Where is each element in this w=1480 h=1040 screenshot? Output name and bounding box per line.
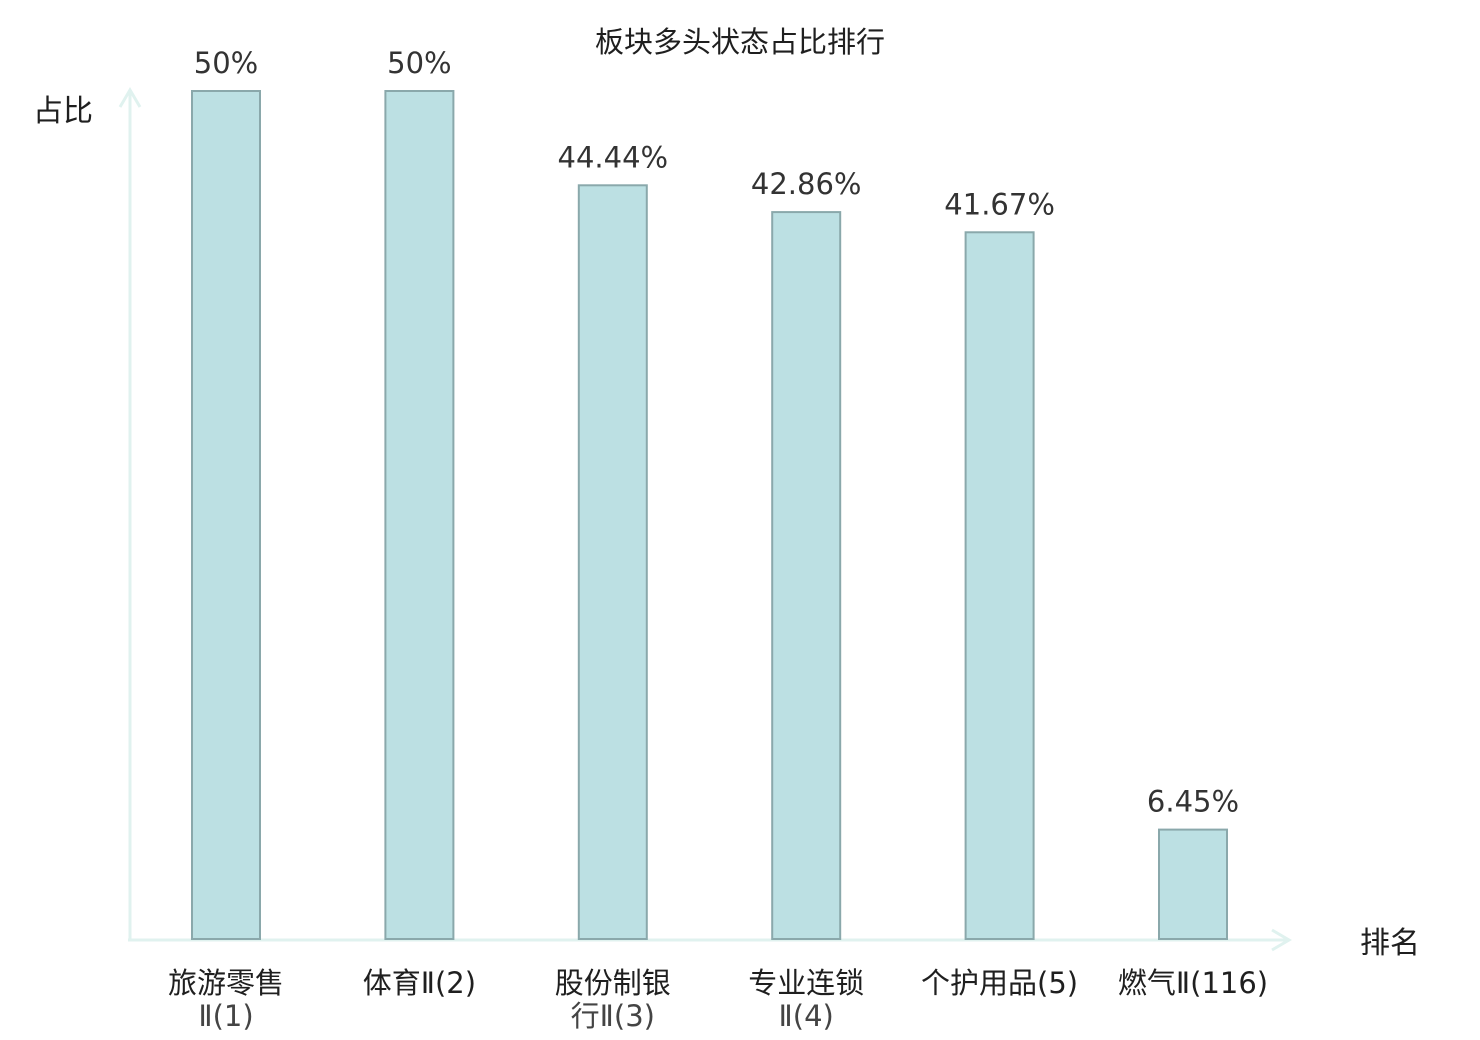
bar [191, 90, 261, 940]
bar-value-label: 50% [194, 46, 258, 80]
bar-value-label: 41.67% [944, 187, 1055, 221]
chart-title: 板块多头状态占比排行 [595, 25, 885, 59]
x-tick-label: 体育Ⅱ(2) [363, 966, 476, 1000]
y-axis-label: 占比 [33, 94, 93, 129]
bar-value-label: 50% [387, 46, 451, 80]
x-tick-label: 个护用品(5) [921, 966, 1078, 1000]
x-tick-label: Ⅱ(1) [198, 999, 253, 1033]
bar [577, 184, 648, 940]
bar [1158, 828, 1228, 940]
bar-value-label: 6.45% [1147, 785, 1239, 819]
y-axis-arrow [118, 87, 142, 108]
x-tick-label: Ⅱ(4) [779, 999, 834, 1033]
value-labels-group: 50% 50% 44.44% 42.86% 41.67% 6.45% [194, 46, 1239, 819]
bar [384, 90, 455, 940]
x-tick-label: 燃气Ⅱ(116) [1118, 966, 1268, 1000]
x-axis-label: 排名 [1360, 926, 1420, 961]
x-tick-label: 旅游零售 [168, 966, 284, 1000]
bars-group [191, 90, 1228, 940]
x-tick-label: 股份制银 [555, 966, 671, 1000]
bar [964, 231, 1035, 940]
bar [771, 211, 842, 940]
bar-value-label: 42.86% [751, 167, 862, 201]
bar-value-label: 44.44% [558, 140, 669, 174]
x-tick-label: 行Ⅱ(3) [571, 999, 655, 1033]
x-axis-arrow [1271, 928, 1292, 952]
x-tick-label: 专业连锁 [748, 966, 864, 1000]
